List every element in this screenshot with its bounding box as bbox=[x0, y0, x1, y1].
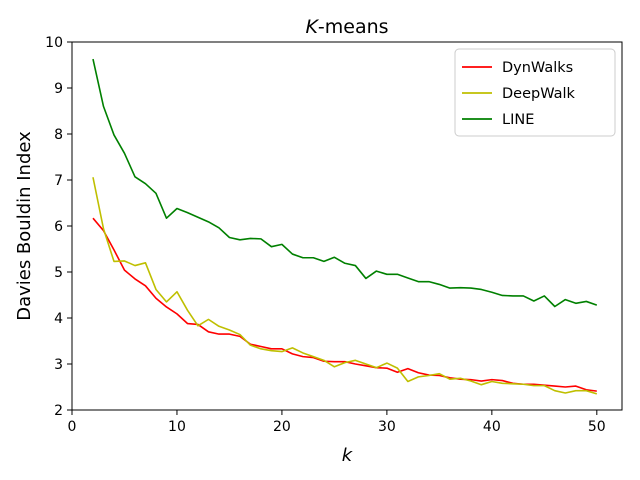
chart-title-italic: K bbox=[305, 16, 319, 38]
legend-label-deepwalk: DeepWalk bbox=[502, 86, 576, 102]
y-axis: 2 3 4 5 6 7 8 9 10 bbox=[45, 35, 72, 419]
y-tick-label: 3 bbox=[54, 357, 63, 373]
y-tick-label: 4 bbox=[54, 311, 63, 327]
legend-box bbox=[454, 48, 616, 137]
y-tick-label: 6 bbox=[54, 219, 63, 235]
y-axis-label: Davies Bouldin Index bbox=[14, 131, 35, 321]
y-tick-label: 7 bbox=[54, 173, 63, 189]
y-tick-label: 10 bbox=[45, 35, 63, 51]
series-line-deepwalk bbox=[92, 177, 598, 395]
x-tick-label: 50 bbox=[588, 419, 606, 435]
x-axis-label: k bbox=[342, 445, 354, 466]
x-tick-label: 30 bbox=[378, 419, 396, 435]
chart-title-rest: -means bbox=[318, 16, 389, 38]
chart-title: K-means bbox=[305, 16, 388, 38]
x-tick-label: 20 bbox=[273, 419, 291, 435]
y-tick-label: 5 bbox=[54, 265, 63, 281]
y-tick-label: 2 bbox=[54, 403, 63, 419]
y-tick-label: 8 bbox=[54, 127, 63, 143]
plot-area bbox=[92, 58, 598, 395]
legend-label-dynwalks: DynWalks bbox=[502, 60, 573, 76]
series-line-line bbox=[92, 58, 598, 308]
y-tick-label: 9 bbox=[54, 81, 63, 97]
legend: DynWalks DeepWalk LINE bbox=[454, 48, 616, 137]
x-tick-label: 10 bbox=[168, 419, 186, 435]
x-tick-label: 40 bbox=[483, 419, 501, 435]
x-axis: 0 10 20 30 40 50 bbox=[68, 410, 606, 435]
legend-label-line: LINE bbox=[502, 112, 534, 128]
x-tick-label: 0 bbox=[68, 419, 77, 435]
series-line-dynwalks bbox=[92, 217, 597, 392]
